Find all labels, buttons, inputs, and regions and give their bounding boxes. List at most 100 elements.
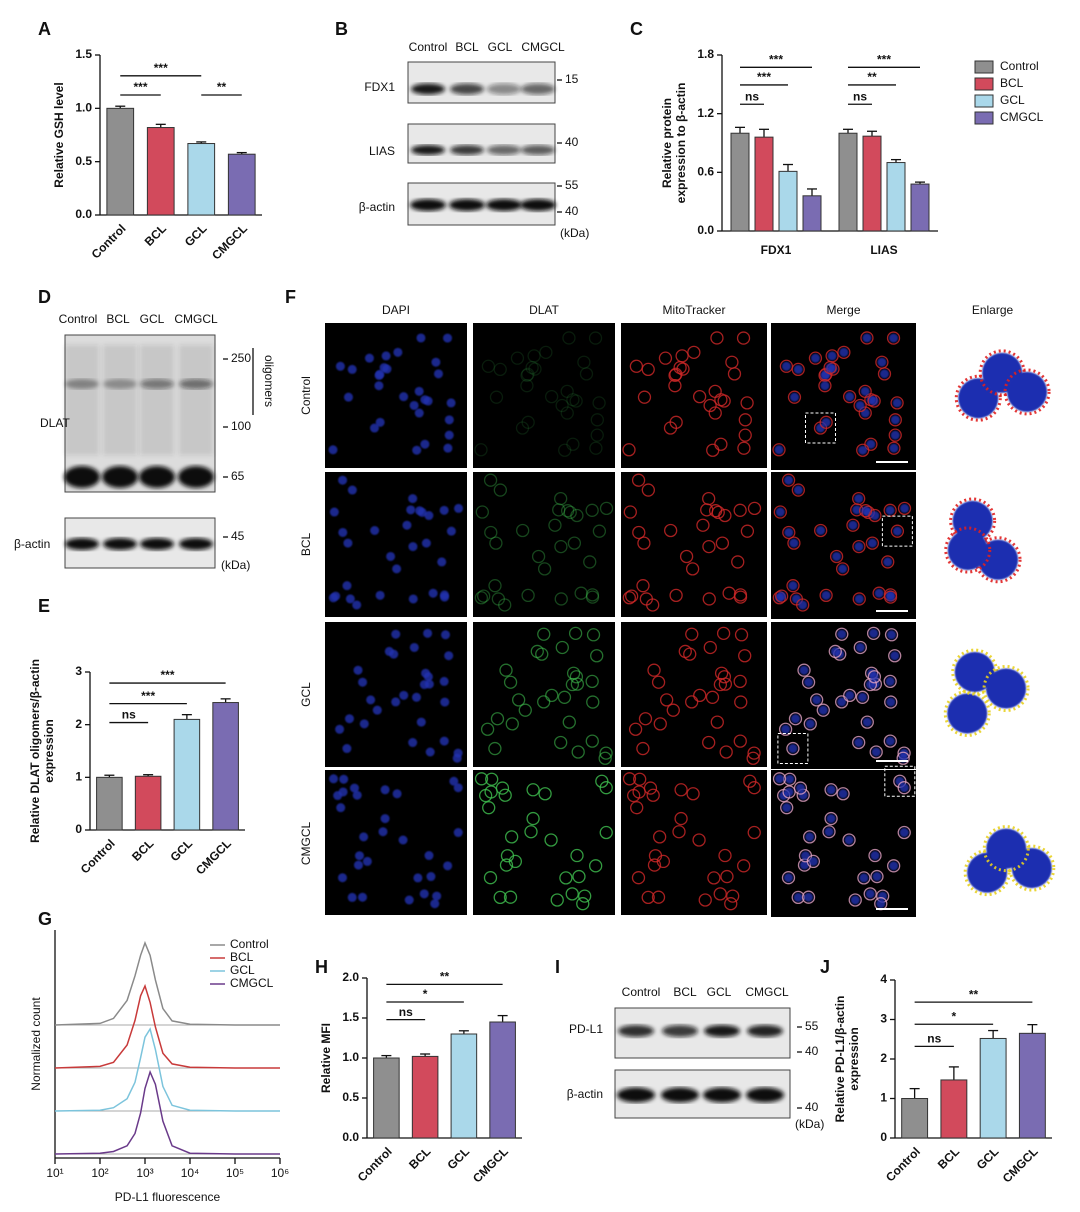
enlarged-ring <box>982 825 1030 873</box>
nucleus <box>790 714 800 724</box>
nucleus <box>781 361 791 371</box>
mito-signal <box>797 663 811 677</box>
mito-signal <box>822 825 836 839</box>
mito-signal <box>702 539 716 554</box>
panel-label: D <box>38 287 51 307</box>
blot-band <box>179 538 213 550</box>
nucleus <box>412 445 422 455</box>
enlarged-nucleus <box>1007 371 1048 412</box>
mito-signal <box>674 811 688 826</box>
nucleus <box>826 785 836 795</box>
nucleus <box>854 494 864 504</box>
nucleus <box>869 628 879 638</box>
nucleus <box>784 527 794 537</box>
dlat-signal <box>585 674 599 689</box>
mito-signal <box>651 675 666 689</box>
nucleus <box>409 642 419 652</box>
legend-label: GCL <box>230 963 255 977</box>
nucleus <box>372 705 382 715</box>
nucleus <box>440 697 450 707</box>
mito-signal <box>747 825 761 840</box>
dlat-signal <box>592 524 607 538</box>
mito-signal <box>738 649 752 663</box>
mito-signal <box>810 693 824 707</box>
y-tick-label: 0.5 <box>342 1090 359 1104</box>
blot-band <box>661 1087 699 1103</box>
nucleus <box>866 439 876 449</box>
marker-label: 40 <box>805 1100 819 1114</box>
nucleus <box>344 714 354 724</box>
panel-label: E <box>38 596 50 616</box>
zoom-box <box>881 515 913 547</box>
bar <box>886 162 906 232</box>
nucleus <box>440 592 450 602</box>
mito-signal <box>747 501 762 516</box>
dlat-signal <box>554 592 568 606</box>
nucleus <box>788 581 798 591</box>
legend-swatch <box>974 60 994 74</box>
nucleus <box>352 600 362 610</box>
mito-signal <box>835 627 849 641</box>
mito-signal <box>781 871 796 885</box>
blot-band <box>703 1087 741 1103</box>
mito-signal <box>818 379 832 393</box>
nucleus <box>398 835 408 845</box>
blot-band <box>411 145 445 155</box>
mito-signal <box>747 781 761 795</box>
mito-signal <box>646 598 660 612</box>
significance-label: ns <box>745 89 759 103</box>
column-label: DLAT <box>529 303 559 317</box>
nucleus <box>826 814 836 824</box>
y-tick-label: 4 <box>880 972 887 986</box>
dlat-signal <box>521 415 535 429</box>
legend-swatch <box>974 94 994 108</box>
row-label: DLAT <box>40 416 70 430</box>
x-tick-label: FDX1 <box>761 243 792 257</box>
dlat-signal <box>493 890 507 905</box>
y-tick-label: 0 <box>75 822 82 836</box>
mito-signal <box>852 539 866 554</box>
row-label: β-actin <box>567 1087 603 1101</box>
dlat-signal <box>505 830 519 844</box>
dlat-signal <box>498 598 512 612</box>
legend-label: Control <box>1000 59 1039 73</box>
nucleus <box>775 774 785 784</box>
mito-signal <box>897 825 911 840</box>
mito-signal <box>622 443 636 457</box>
nucleus <box>419 889 429 899</box>
blot-frame <box>407 123 556 164</box>
mito-signal <box>733 503 747 517</box>
density-curve <box>54 983 280 1069</box>
dlat-signal <box>585 503 599 517</box>
nucleus <box>799 860 809 870</box>
nucleus <box>854 738 864 748</box>
nucleus <box>413 873 423 883</box>
mito-signal <box>710 715 724 729</box>
dlat-signal <box>555 640 569 655</box>
nucleus <box>414 386 424 396</box>
unit-label: (kDa) <box>221 558 250 572</box>
mito-signal <box>713 887 727 901</box>
mito-signal <box>679 549 694 564</box>
nucleus <box>379 363 389 373</box>
nucleus <box>378 827 388 837</box>
legend-label: CMGCL <box>230 976 274 990</box>
dlat-signal <box>488 579 502 593</box>
nucleus <box>855 400 865 410</box>
y-axis-label: expression to β-actin <box>674 83 688 204</box>
nucleus <box>877 357 887 367</box>
panel-label: C <box>630 19 643 39</box>
row-label: CMGCL <box>299 822 313 866</box>
mito-signal <box>852 735 866 750</box>
dlat-signal <box>544 833 558 847</box>
nucleus <box>858 445 868 455</box>
dlat-signal <box>520 379 534 393</box>
mito-signal <box>867 670 882 684</box>
nucleus <box>825 363 835 373</box>
mito-signal <box>883 734 897 748</box>
nucleus <box>454 503 464 513</box>
nucleus <box>798 790 808 800</box>
mito-signal <box>856 443 870 457</box>
mito-signal <box>746 751 760 765</box>
nucleus <box>795 783 805 793</box>
